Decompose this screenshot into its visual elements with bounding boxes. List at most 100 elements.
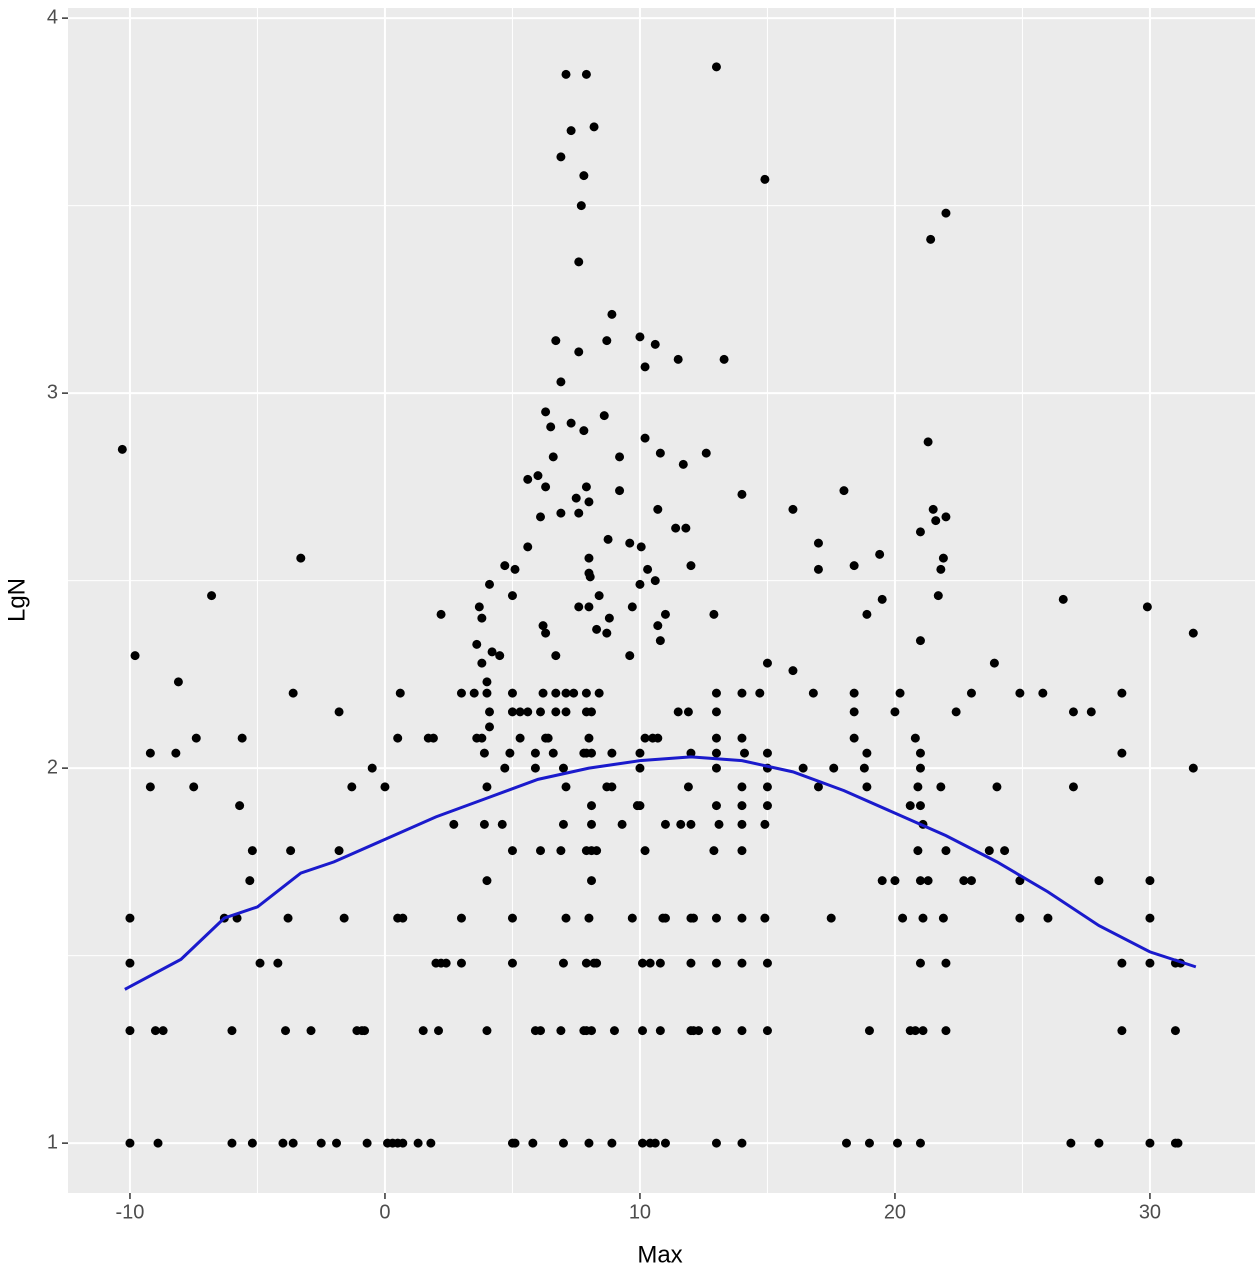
point bbox=[413, 1138, 423, 1148]
point bbox=[915, 958, 925, 968]
point bbox=[788, 504, 798, 514]
point bbox=[574, 347, 584, 357]
point bbox=[173, 677, 183, 687]
point bbox=[316, 1138, 326, 1148]
point bbox=[913, 782, 923, 792]
point bbox=[551, 651, 561, 661]
point bbox=[604, 613, 614, 623]
point bbox=[515, 707, 525, 717]
point bbox=[1142, 602, 1152, 612]
point bbox=[585, 572, 595, 582]
point bbox=[938, 913, 948, 923]
point bbox=[1038, 688, 1048, 698]
point bbox=[561, 782, 571, 792]
point bbox=[1117, 688, 1127, 698]
point bbox=[584, 602, 594, 612]
point bbox=[587, 819, 597, 829]
point bbox=[875, 549, 885, 559]
point bbox=[507, 707, 517, 717]
point bbox=[536, 1026, 546, 1036]
point bbox=[507, 591, 517, 601]
point bbox=[737, 846, 747, 856]
point bbox=[515, 733, 525, 743]
point bbox=[523, 707, 533, 717]
point bbox=[640, 733, 650, 743]
point bbox=[602, 336, 612, 346]
point bbox=[915, 1138, 925, 1148]
point bbox=[561, 913, 571, 923]
point bbox=[477, 658, 487, 668]
point bbox=[418, 1026, 428, 1036]
point bbox=[941, 846, 951, 856]
point bbox=[635, 748, 645, 758]
point bbox=[895, 688, 905, 698]
point bbox=[286, 846, 296, 856]
point bbox=[910, 1026, 920, 1036]
point bbox=[1188, 628, 1198, 638]
point bbox=[247, 1138, 257, 1148]
point bbox=[273, 958, 283, 968]
point bbox=[655, 1026, 665, 1036]
point bbox=[660, 819, 670, 829]
y-tick-label: 2 bbox=[47, 756, 58, 778]
point bbox=[1170, 1026, 1180, 1036]
point bbox=[760, 174, 770, 184]
point bbox=[984, 846, 994, 856]
point bbox=[507, 958, 517, 968]
point bbox=[592, 846, 602, 856]
point bbox=[1145, 958, 1155, 968]
point bbox=[839, 486, 849, 496]
point bbox=[762, 782, 772, 792]
point bbox=[849, 733, 859, 743]
point bbox=[788, 666, 798, 676]
point bbox=[905, 801, 915, 811]
point bbox=[561, 707, 571, 717]
point bbox=[673, 354, 683, 364]
point bbox=[762, 958, 772, 968]
point bbox=[441, 958, 451, 968]
point bbox=[581, 69, 591, 79]
point bbox=[915, 748, 925, 758]
point bbox=[587, 748, 597, 758]
point bbox=[558, 763, 568, 773]
point bbox=[125, 913, 135, 923]
point bbox=[864, 1026, 874, 1036]
point bbox=[117, 444, 127, 454]
point bbox=[332, 1138, 342, 1148]
point bbox=[576, 201, 586, 211]
point bbox=[296, 553, 306, 563]
point bbox=[615, 452, 625, 462]
point bbox=[528, 1138, 538, 1148]
point bbox=[426, 1138, 436, 1148]
point bbox=[482, 677, 492, 687]
point bbox=[235, 801, 245, 811]
point bbox=[536, 707, 546, 717]
point bbox=[1066, 1138, 1076, 1148]
point bbox=[915, 636, 925, 646]
point bbox=[737, 733, 747, 743]
point bbox=[808, 688, 818, 698]
point bbox=[566, 126, 576, 136]
point bbox=[398, 913, 408, 923]
point bbox=[711, 1026, 721, 1036]
point bbox=[479, 748, 489, 758]
point bbox=[125, 1138, 135, 1148]
point bbox=[607, 1138, 617, 1148]
point bbox=[829, 763, 839, 773]
point bbox=[561, 688, 571, 698]
point bbox=[913, 846, 923, 856]
point bbox=[546, 422, 556, 432]
point bbox=[510, 1138, 520, 1148]
point bbox=[530, 748, 540, 758]
x-tick-label: 0 bbox=[379, 1201, 390, 1223]
point bbox=[877, 594, 887, 604]
point bbox=[523, 474, 533, 484]
point bbox=[864, 1138, 874, 1148]
point bbox=[592, 958, 602, 968]
x-tick-label: 10 bbox=[629, 1201, 651, 1223]
point bbox=[602, 628, 612, 638]
point bbox=[719, 354, 729, 364]
point bbox=[551, 336, 561, 346]
point bbox=[615, 486, 625, 496]
point bbox=[849, 561, 859, 571]
